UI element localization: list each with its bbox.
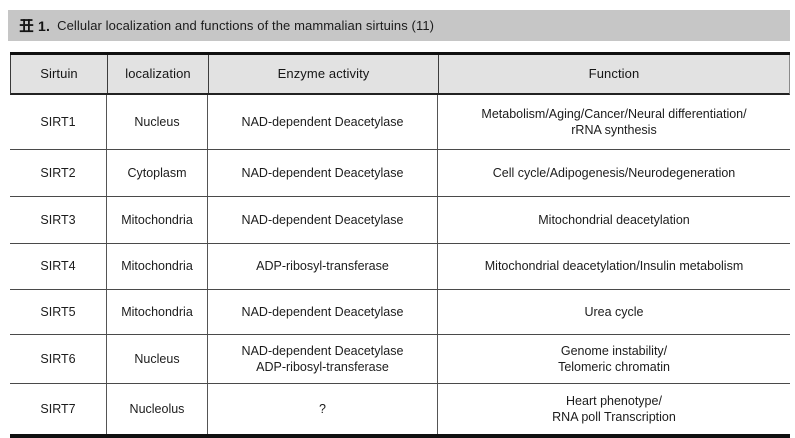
cell-sirtuin: SIRT2 <box>10 150 107 196</box>
table-row-sirt7: SIRT7 Nucleolus ? Heart phenotype/ RNA p… <box>10 384 790 434</box>
cell-localization: Mitochondria <box>107 197 208 243</box>
cell-function: Heart phenotype/ RNA poll Transcription <box>552 393 676 424</box>
cell-localization: Mitochondria <box>107 290 208 334</box>
cell-enzyme-activity: NAD-dependent Deacetylase <box>208 197 438 243</box>
cell-sirtuin: SIRT6 <box>10 335 107 383</box>
cell-sirtuin: SIRT7 <box>10 384 107 434</box>
cell-localization: Nucleus <box>107 95 208 149</box>
cell-sirtuin: SIRT1 <box>10 95 107 149</box>
cell-localization: Cytoplasm <box>107 150 208 196</box>
table-body: SIRT1 Nucleus NAD-dependent Deacetylase … <box>10 95 790 434</box>
table-row-sirt5: SIRT5 Mitochondria NAD-dependent Deacety… <box>10 290 790 335</box>
korean-table-glyph-icon <box>19 18 34 33</box>
table-header-row: Sirtuin localization Enzyme activity Fun… <box>10 55 790 95</box>
cell-localization: Nucleolus <box>107 384 208 434</box>
cell-enzyme-activity: NAD-dependent Deacetylase <box>208 290 438 334</box>
table-caption-bar: 1. Cellular localization and functions o… <box>8 10 790 41</box>
table-row-sirt6: SIRT6 Nucleus NAD-dependent Deacetylase … <box>10 335 790 384</box>
table-row-sirt1: SIRT1 Nucleus NAD-dependent Deacetylase … <box>10 95 790 150</box>
cell-sirtuin: SIRT3 <box>10 197 107 243</box>
header-function: Function <box>588 65 640 81</box>
caption-number: 1. <box>38 17 51 34</box>
header-sirtuin: Sirtuin <box>11 55 108 93</box>
header-localization: localization <box>108 55 209 93</box>
cell-localization: Nucleus <box>107 335 208 383</box>
cell-function: Metabolism/Aging/Cancer/Neural different… <box>481 106 747 137</box>
cell-sirtuin: SIRT5 <box>10 290 107 334</box>
table-row-sirt4: SIRT4 Mitochondria ADP-ribosyl-transfera… <box>10 244 790 290</box>
cell-enzyme-activity: ? <box>208 384 438 434</box>
cell-function: Urea cycle <box>584 304 644 319</box>
table-row-sirt2: SIRT2 Cytoplasm NAD-dependent Deacetylas… <box>10 150 790 197</box>
caption-text: Cellular localization and functions of t… <box>57 18 435 33</box>
table-row-sirt3: SIRT3 Mitochondria NAD-dependent Deacety… <box>10 197 790 244</box>
cell-localization: Mitochondria <box>107 244 208 289</box>
cell-function: Cell cycle/Adipogenesis/Neurodegeneratio… <box>492 165 736 180</box>
cell-function: Mitochondrial deacetylation/Insulin meta… <box>484 259 744 274</box>
sirtuin-table: Sirtuin localization Enzyme activity Fun… <box>10 52 790 438</box>
cell-function: Genome instability/ Telomeric chromatin <box>558 343 670 374</box>
cell-enzyme-activity: NAD-dependent Deacetylase ADP-ribosyl-tr… <box>208 335 438 383</box>
cell-enzyme-activity: ADP-ribosyl-transferase <box>208 244 438 289</box>
cell-enzyme-activity: NAD-dependent Deacetylase <box>208 150 438 196</box>
cell-enzyme-activity: NAD-dependent Deacetylase <box>208 95 438 149</box>
cell-sirtuin: SIRT4 <box>10 244 107 289</box>
cell-function: Mitochondrial deacetylation <box>538 212 690 227</box>
header-enzyme-activity: Enzyme activity <box>209 55 439 93</box>
